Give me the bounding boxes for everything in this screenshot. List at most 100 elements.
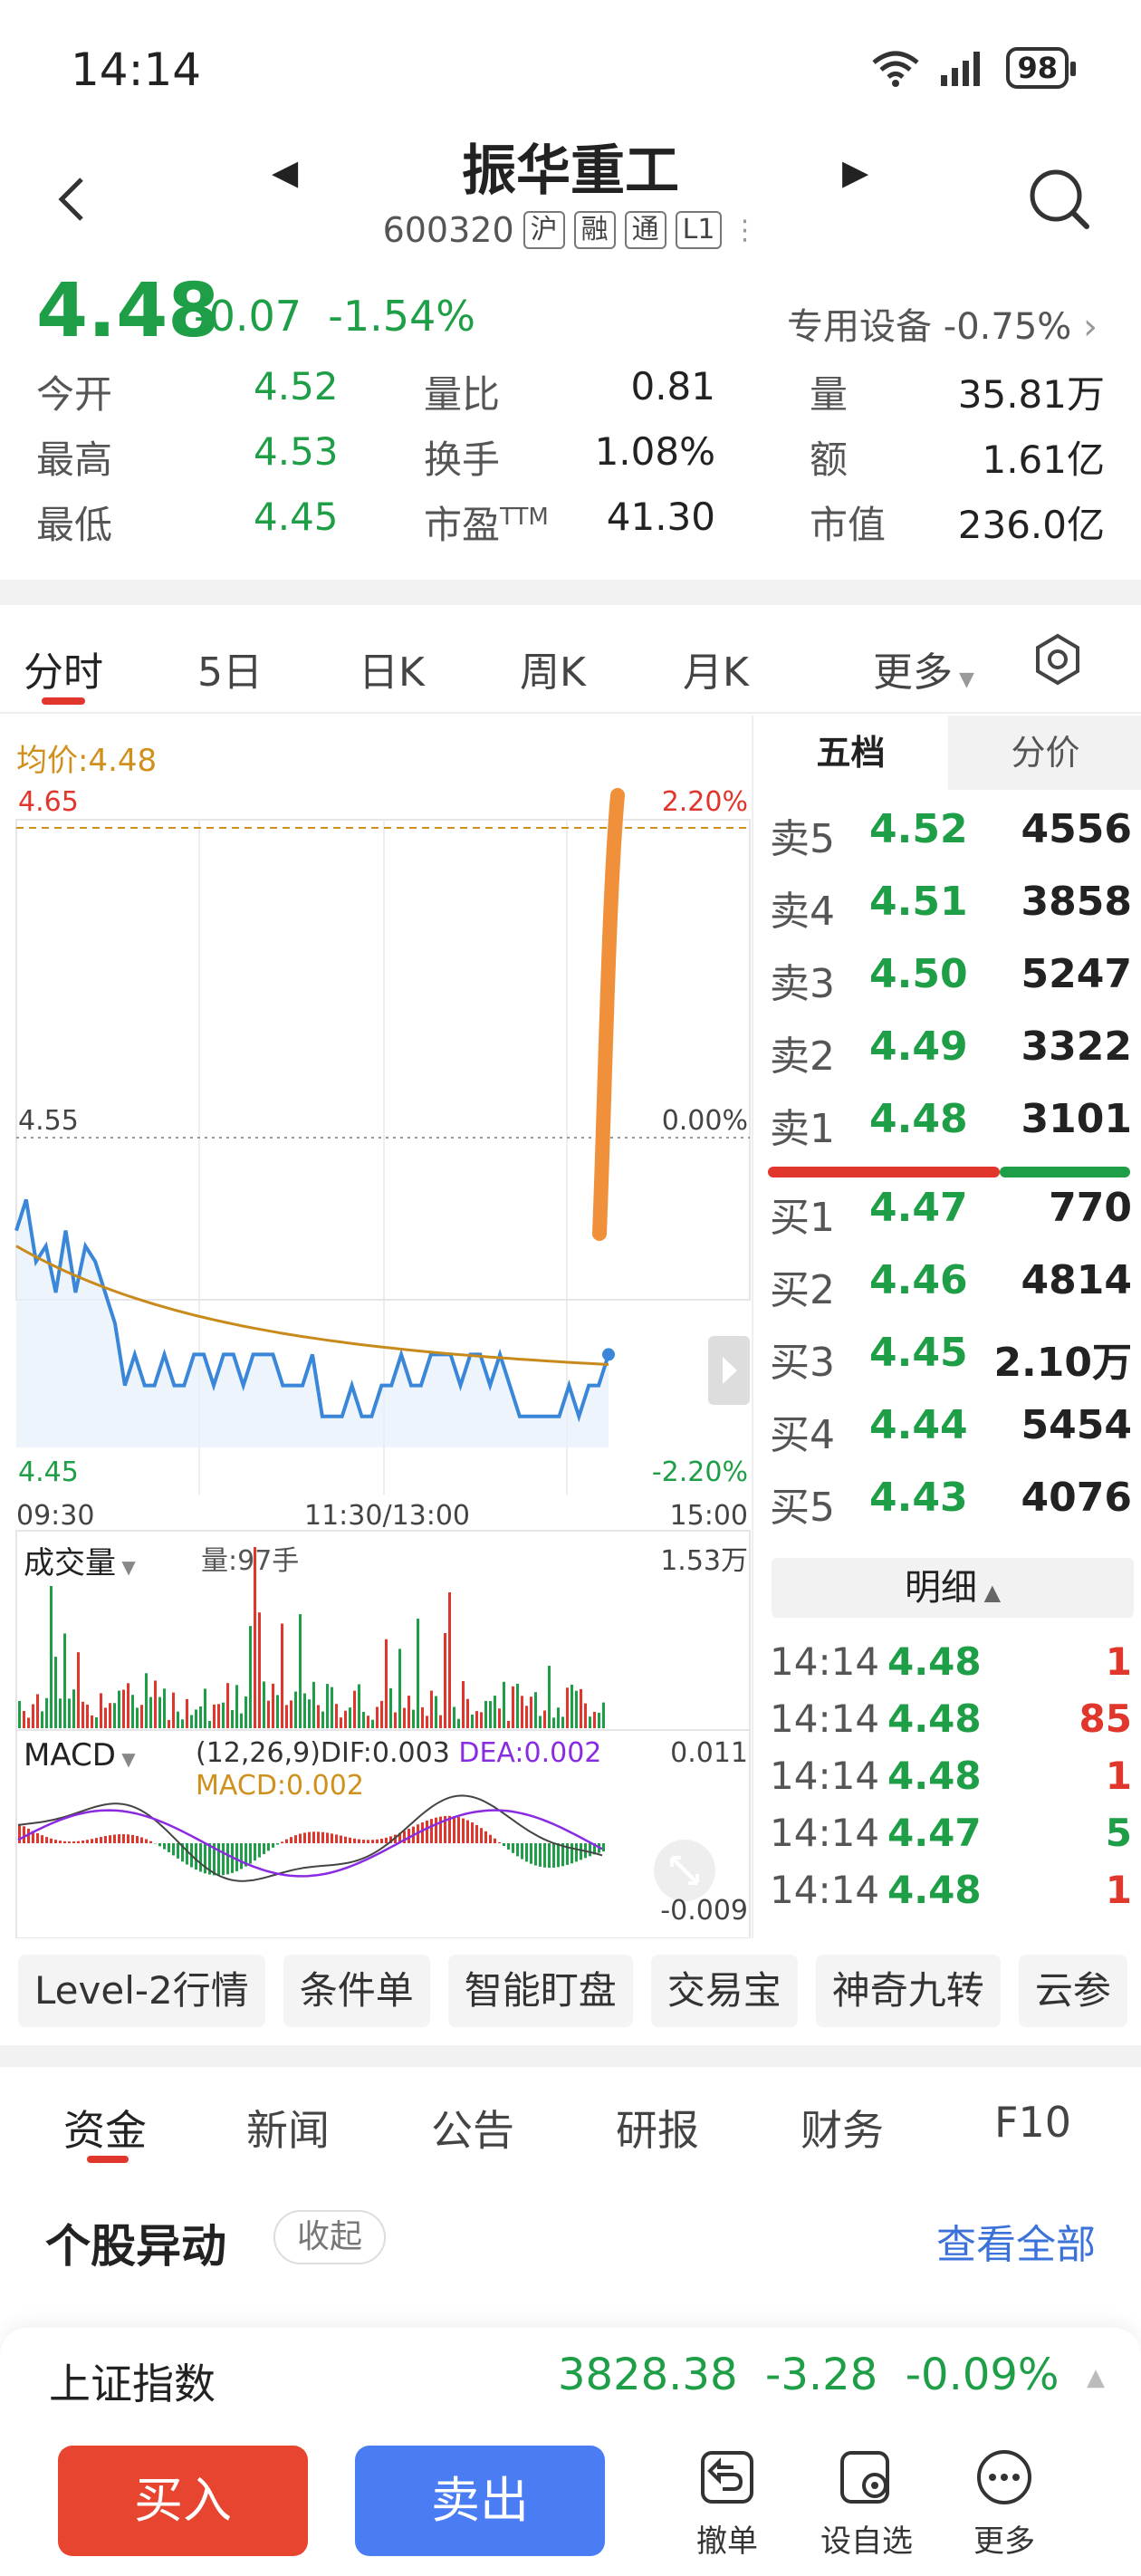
bid-row[interactable]: 买1 4.47 770 <box>770 1185 1132 1241</box>
volume-bar <box>512 1686 514 1728</box>
volume-bar <box>376 1706 379 1728</box>
volume-indicator-select[interactable]: 成交量 ▼ <box>18 1538 141 1582</box>
tab-f10[interactable]: F10 <box>994 2098 1071 2147</box>
macd-bar <box>258 1843 261 1858</box>
low-label: 最低 <box>36 503 113 547</box>
macd-bar <box>367 1840 369 1843</box>
sell-button[interactable]: 卖出 <box>355 2446 605 2556</box>
tab-funds[interactable]: 资金 <box>63 2106 147 2155</box>
detail-toggle[interactable]: 明细 ▲ <box>772 1558 1134 1618</box>
amount-value: 1.61亿 <box>982 437 1105 482</box>
volume-bar <box>417 1619 419 1728</box>
volume-bar <box>258 1612 261 1728</box>
volume-bar <box>267 1700 270 1728</box>
macd-bar <box>494 1838 496 1843</box>
tool-trade-treasure[interactable]: 交易宝 <box>650 1955 798 2027</box>
tool-magic-nine[interactable]: 神奇九转 <box>815 1955 1001 2027</box>
tab-announcements[interactable]: 公告 <box>431 2106 514 2155</box>
ask-row[interactable]: 卖2 4.49 3322 <box>770 1024 1132 1080</box>
chevron-up-icon[interactable]: ▲ <box>1087 2364 1105 2391</box>
macd-bar <box>507 1843 510 1850</box>
tab-intraday[interactable]: 分时 <box>24 649 103 696</box>
open-label: 今开 <box>36 372 113 417</box>
macd-bar <box>398 1832 401 1843</box>
macd-bar <box>140 1837 143 1843</box>
macd-bar <box>408 1829 410 1843</box>
macd-bar <box>204 1843 206 1874</box>
index-name[interactable]: 上证指数 <box>49 2360 216 2408</box>
macd-indicator-select[interactable]: MACD ▼ <box>18 1737 141 1773</box>
bid-row[interactable]: 买4 4.44 5454 <box>770 1402 1132 1458</box>
tab-research[interactable]: 研报 <box>616 2106 699 2155</box>
bid-row[interactable]: 买5 4.43 4076 <box>770 1475 1132 1531</box>
bid-ask-ratio-bar <box>768 1167 1130 1177</box>
tool-level2[interactable]: Level-2行情 <box>18 1955 265 2027</box>
macd-min-label: -0.009 <box>660 1895 748 1927</box>
add-watchlist-button[interactable]: 设自选 <box>808 2446 925 2561</box>
tool-smart-watch[interactable]: 智能盯盘 <box>447 1955 633 2027</box>
bid-row[interactable]: 买3 4.45 2.10万 <box>770 1330 1132 1386</box>
dif-line <box>17 1794 603 1882</box>
volume-bar <box>602 1702 605 1728</box>
bid-row[interactable]: 买2 4.46 4814 <box>770 1257 1132 1313</box>
ask-row[interactable]: 卖1 4.48 3101 <box>770 1096 1132 1152</box>
next-stock-icon[interactable]: ▶ <box>842 152 869 192</box>
volume-bar <box>72 1689 75 1728</box>
tab-news[interactable]: 新闻 <box>246 2106 330 2155</box>
search-icon[interactable] <box>1023 163 1096 235</box>
tick-row: 14:14 4.48 1 <box>770 1639 1132 1694</box>
volume-bar <box>122 1689 125 1728</box>
tab-active-indicator <box>87 2156 129 2163</box>
macd-bar <box>353 1838 356 1843</box>
price-change: -0.07 -1.54% <box>194 292 475 341</box>
tab-financials[interactable]: 财务 <box>801 2106 884 2155</box>
back-icon[interactable] <box>45 172 100 226</box>
last-price-dot <box>602 1348 615 1361</box>
view-all-link[interactable]: 查看全部 <box>936 2222 1096 2268</box>
avg-price-label: 均价:4.48 <box>16 743 158 779</box>
more-actions-button[interactable]: 更多 <box>945 2446 1063 2561</box>
tab-daily-k[interactable]: 日K <box>359 649 425 696</box>
tab-monthly-k[interactable]: 月K <box>683 649 749 696</box>
tab-more[interactable]: 更多 ▼ <box>873 639 974 697</box>
volume-bar <box>136 1707 139 1728</box>
macd-bar <box>290 1837 292 1843</box>
volume-bar <box>426 1716 428 1728</box>
tab-five-levels[interactable]: 五档 <box>753 716 948 790</box>
volume-value: 35.81万 <box>957 372 1105 417</box>
tool-conditional-order[interactable]: 条件单 <box>283 1955 430 2027</box>
tool-cloud[interactable]: 云参 <box>1018 1955 1127 2027</box>
macd-bar <box>104 1836 107 1843</box>
tick-price: 4.48 <box>887 1754 982 1798</box>
volume-bar <box>457 1718 460 1728</box>
volume-bar <box>403 1707 406 1728</box>
settings-icon[interactable] <box>1031 632 1085 687</box>
current-volume: 量:97手 <box>201 1545 300 1577</box>
prev-stock-icon[interactable]: ◀ <box>272 152 299 192</box>
intraday-chart[interactable]: 均价:4.48 4.65 2.20% 4.55 0.00% 4.45 -2.20… <box>0 716 752 1939</box>
sector-link[interactable]: 专用设备 -0.75% › <box>787 297 1098 350</box>
tick-price: 4.48 <box>887 1639 982 1684</box>
macd-value: MACD:0.002 <box>196 1770 364 1802</box>
volume-bar <box>480 1712 483 1728</box>
macd-bar <box>484 1831 487 1843</box>
more-dots-icon[interactable]: ⋮ <box>731 214 759 246</box>
tab-5day[interactable]: 5日 <box>197 649 263 696</box>
tab-price-distribution[interactable]: 分价 <box>948 716 1141 790</box>
macd-bar <box>580 1843 582 1860</box>
tab-weekly-k[interactable]: 周K <box>520 649 586 696</box>
buy-button[interactable]: 买入 <box>58 2446 308 2556</box>
macd-bar <box>539 1843 542 1867</box>
ask-row[interactable]: 卖5 4.52 4556 <box>770 806 1132 862</box>
collapse-button[interactable]: 收起 <box>273 2210 387 2264</box>
tick-volume: 1 <box>1105 1868 1132 1912</box>
bid-label: 买5 <box>770 1485 835 1531</box>
ask-row[interactable]: 卖3 4.50 5247 <box>770 951 1132 1007</box>
volume-bar <box>521 1696 523 1728</box>
macd-bar <box>240 1843 243 1870</box>
macd-bar <box>475 1824 478 1843</box>
cancel-order-button[interactable]: 撤单 <box>668 2446 786 2561</box>
ask-row[interactable]: 卖4 4.51 3858 <box>770 879 1132 935</box>
ask-volume: 4556 <box>1021 806 1132 852</box>
volume-bar <box>394 1712 397 1728</box>
